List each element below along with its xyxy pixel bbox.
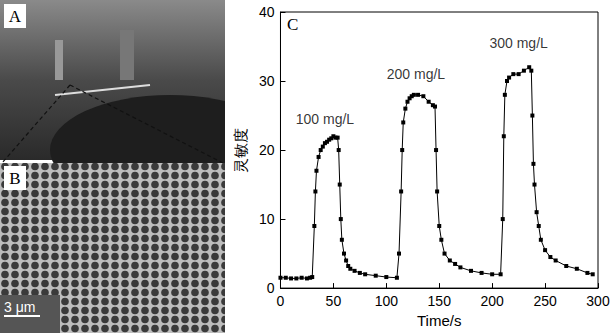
- svg-text:50: 50: [326, 293, 342, 309]
- svg-text:200: 200: [480, 293, 504, 309]
- svg-text:300: 300: [586, 293, 610, 309]
- svg-text:100 mg/L: 100 mg/L: [296, 111, 355, 127]
- svg-text:B: B: [9, 169, 20, 188]
- svg-text:10: 10: [259, 211, 275, 227]
- svg-text:150: 150: [428, 293, 452, 309]
- svg-text:0: 0: [267, 280, 275, 296]
- svg-text:C: C: [287, 15, 298, 34]
- svg-text:20: 20: [259, 142, 275, 158]
- svg-text:250: 250: [533, 293, 557, 309]
- svg-text:灵敏度: 灵敏度: [232, 128, 250, 173]
- svg-text:200 mg/L: 200 mg/L: [387, 66, 446, 82]
- svg-text:30: 30: [259, 73, 275, 89]
- svg-text:Time/s: Time/s: [417, 312, 461, 329]
- svg-text:40: 40: [259, 4, 275, 20]
- svg-text:3 μm: 3 μm: [4, 299, 35, 315]
- svg-text:300 mg/L: 300 mg/L: [489, 35, 548, 51]
- svg-text:100: 100: [375, 293, 399, 309]
- svg-text:0: 0: [277, 293, 285, 309]
- svg-text:A: A: [9, 7, 22, 26]
